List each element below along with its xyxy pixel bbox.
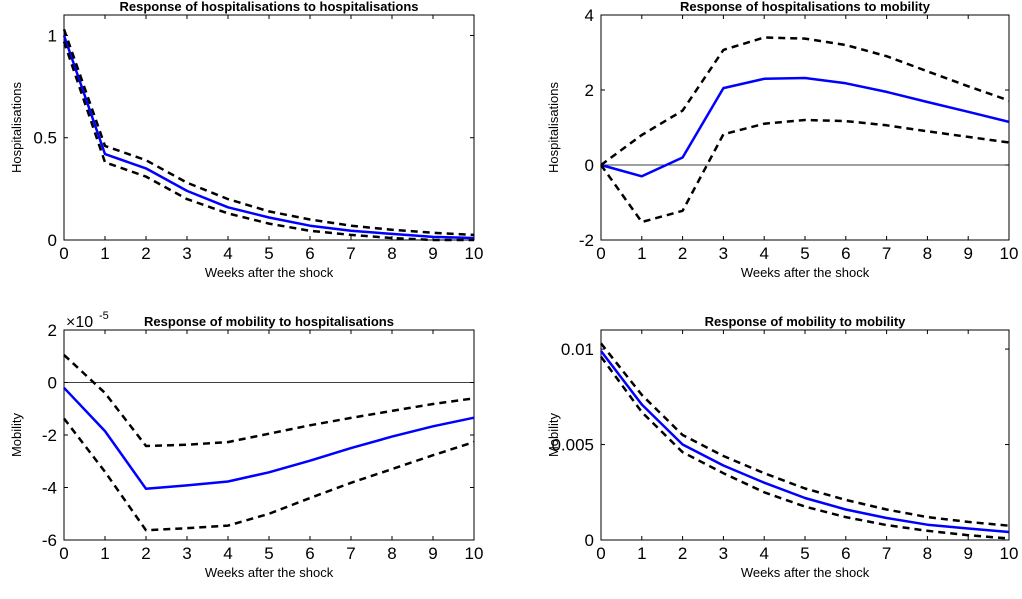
x-axis-label: Weeks after the shock (741, 265, 870, 280)
x-tick-label: 2 (141, 244, 150, 263)
x-tick-label: 8 (387, 544, 396, 563)
y-tick-label: 0 (48, 374, 57, 393)
y-tick-label: 4 (585, 6, 594, 25)
confidence-band-line (62, 28, 475, 237)
y-tick-label: 0 (48, 231, 57, 250)
x-tick-label: 3 (182, 544, 191, 563)
x-tick-label: 7 (882, 244, 891, 263)
x-tick-label: 10 (1000, 244, 1019, 263)
confidence-band-line (599, 355, 1010, 540)
confidence-band-line (63, 353, 475, 448)
x-tick-label: 6 (305, 244, 314, 263)
confidence-band-line (600, 342, 1010, 527)
y-tick-label: 2 (585, 81, 594, 100)
x-tick-label: 4 (759, 244, 768, 263)
x-tick-label: 8 (923, 244, 932, 263)
x-tick-label: 0 (596, 244, 605, 263)
x-tick-label: 10 (465, 544, 484, 563)
x-tick-label: 9 (963, 244, 972, 263)
x-axis-label: Weeks after the shock (741, 565, 870, 580)
x-tick-label: 0 (59, 244, 68, 263)
x-axis-label: Weeks after the shock (205, 565, 334, 580)
axis-multiplier: ×10 (66, 314, 93, 331)
x-tick-label: 4 (223, 544, 232, 563)
response-line (600, 76, 1010, 178)
y-axis-label: Hospitalisations (546, 81, 561, 173)
axes-box (63, 14, 475, 241)
x-axis-label: Weeks after the shock (205, 265, 334, 280)
x-tick-label: 2 (678, 244, 687, 263)
confidence-band-line (600, 36, 1010, 167)
chart-title: Response of mobility to hospitalisations (144, 314, 394, 329)
x-tick-label: 3 (719, 544, 728, 563)
confidence-band-line (63, 417, 475, 532)
x-tick-label: 8 (923, 544, 932, 563)
x-tick-label: 5 (800, 544, 809, 563)
x-tick-label: 10 (1000, 544, 1019, 563)
x-tick-label: 9 (428, 544, 437, 563)
x-tick-label: 7 (346, 544, 355, 563)
confidence-band-line (62, 41, 474, 242)
response-line (62, 35, 475, 240)
x-tick-label: 5 (800, 244, 809, 263)
x-tick-label: 6 (305, 544, 314, 563)
chart-title: Response of hospitalisations to hospital… (119, 0, 418, 14)
x-tick-label: 4 (223, 244, 232, 263)
x-tick-label: 2 (678, 544, 687, 563)
y-tick-label: 0 (585, 156, 594, 175)
response-line (63, 386, 475, 491)
y-tick-label: -6 (42, 531, 57, 550)
x-tick-label: 5 (264, 244, 273, 263)
chart-title: Response of mobility to mobility (705, 314, 907, 329)
y-tick-label: 0.01 (561, 340, 594, 359)
x-tick-label: 8 (387, 244, 396, 263)
chart-title: Response of hospitalisations to mobility (680, 0, 931, 14)
confidence-band-line (599, 118, 1010, 224)
y-axis-label: Mobility (546, 412, 561, 457)
x-tick-label: 1 (100, 544, 109, 563)
chart-panel-4: 0 1 2 3 4 5 6 7 8 9 10 0 0.005 0.01 Response of mobili… (546, 314, 1018, 580)
x-tick-label: 7 (882, 544, 891, 563)
x-tick-label: 9 (428, 244, 437, 263)
y-tick-label: 0.5 (33, 129, 57, 148)
x-tick-label: 1 (100, 244, 109, 263)
y-tick-label: 0.005 (551, 436, 594, 455)
x-tick-label: 6 (841, 544, 850, 563)
y-tick-label: 0 (585, 531, 594, 550)
axes-box (600, 14, 1010, 241)
axis-multiplier-exponent: -5 (99, 310, 109, 322)
axes-box (600, 329, 1010, 541)
chart-panel-3: 0 1 2 3 4 5 6 7 8 9 10 -6 -4 -2 0 2 Response of mobility… (9, 310, 483, 580)
y-axis-label: Hospitalisations (9, 81, 24, 173)
y-tick-label: -2 (579, 231, 594, 250)
x-tick-label: 6 (841, 244, 850, 263)
x-tick-label: 5 (264, 544, 273, 563)
y-tick-label: 1 (48, 26, 57, 45)
x-tick-label: 2 (141, 544, 150, 563)
x-tick-label: 3 (182, 244, 191, 263)
y-tick-label: -2 (42, 426, 57, 445)
y-tick-label: 2 (48, 321, 57, 340)
y-tick-label: -4 (42, 479, 57, 498)
x-tick-label: 3 (719, 244, 728, 263)
y-axis-label: Mobility (9, 412, 24, 457)
chart-panel-1: 0 1 2 3 4 5 6 7 8 9 10 0 0.5 1 Response of hospitalisa… (9, 0, 483, 280)
x-tick-label: 1 (637, 244, 646, 263)
x-tick-label: 0 (59, 544, 68, 563)
x-tick-label: 0 (596, 544, 605, 563)
x-tick-label: 4 (759, 544, 768, 563)
x-tick-label: 9 (963, 544, 972, 563)
axes-box (63, 329, 475, 541)
x-tick-label: 1 (637, 544, 646, 563)
response-line (600, 350, 1010, 534)
x-tick-label: 10 (465, 244, 484, 263)
x-tick-label: 7 (346, 244, 355, 263)
